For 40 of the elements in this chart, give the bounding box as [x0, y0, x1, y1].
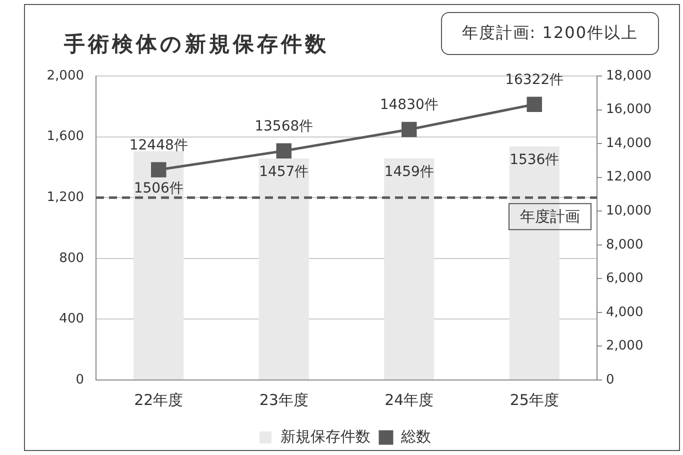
data-label: 1506件 [134, 180, 184, 196]
y-tick-label: 400 [59, 312, 84, 327]
data-label: 14830件 [380, 97, 438, 114]
legend-label: 総数 [400, 427, 431, 446]
y2-tick-label: 8,000 [606, 237, 644, 252]
bar [258, 158, 309, 380]
legend-label: 新規保存件数 [280, 427, 370, 446]
y-tick-label: 1,600 [46, 129, 84, 144]
chart-title: 手術検体の新規保存件数 [64, 31, 329, 58]
data-label: 1459件 [384, 164, 434, 180]
text: 年度計画: 1200件以上 [440, 12, 659, 55]
y2-tick-label: 18,000 [606, 68, 652, 84]
y-tick-label: 0 [76, 372, 84, 388]
y-tick-label: 2,000 [46, 68, 84, 84]
data-label: 1457件 [259, 164, 309, 180]
x-tick-label: 22年度 [134, 390, 184, 409]
y2-tick-label: 0 [606, 372, 614, 388]
y2-tick-label: 6,000 [606, 271, 644, 286]
y2-tick-label: 10,000 [606, 203, 652, 218]
y-tick-label: 1,200 [46, 190, 84, 205]
bar [384, 158, 434, 380]
y2-tick-label: 4,000 [606, 304, 644, 320]
data-label: 13568件 [254, 118, 314, 134]
bar [134, 151, 184, 380]
y2-tick-label: 16,000 [606, 102, 652, 118]
y-tick-label: 800 [59, 250, 84, 266]
x-tick-label: 25年度 [510, 390, 559, 409]
point [402, 122, 417, 138]
y2-tick-label: 2,000 [606, 338, 644, 354]
y2-tick-label: 12,000 [606, 170, 652, 185]
data-label: 12448件 [129, 137, 188, 154]
data-label: 1536件 [510, 152, 560, 168]
y2-tick-label: 14,000 [606, 136, 652, 151]
ref-line-label: 年度計画 [520, 207, 580, 226]
x-tick-label: 23年度 [259, 390, 308, 409]
point [526, 96, 542, 112]
data-label: 16322件 [505, 72, 564, 88]
x-tick-label: 24年度 [384, 390, 434, 409]
point [151, 162, 166, 178]
point [276, 143, 292, 158]
